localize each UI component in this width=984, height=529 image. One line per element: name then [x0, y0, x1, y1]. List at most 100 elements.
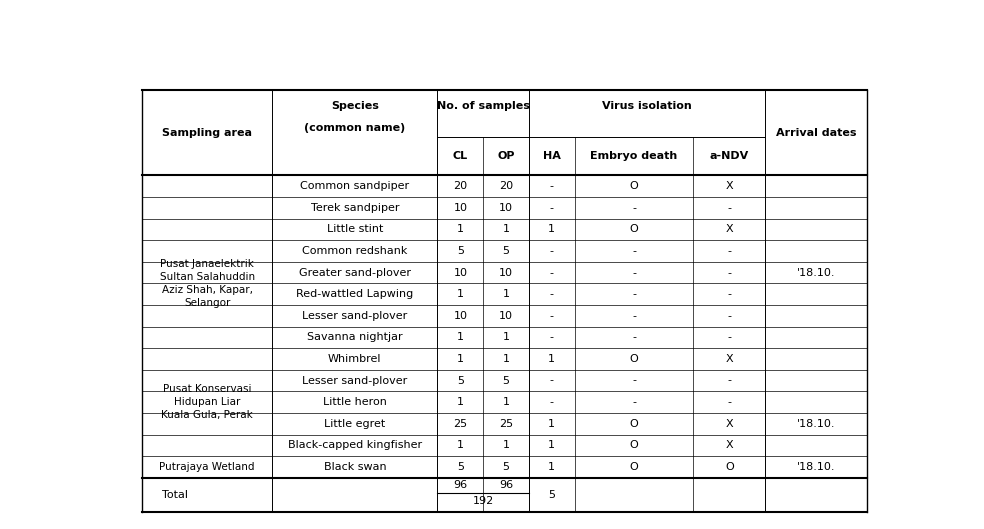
Text: -: - [550, 203, 554, 213]
Text: Red-wattled Lapwing: Red-wattled Lapwing [296, 289, 413, 299]
Text: -: - [632, 397, 636, 407]
Text: 1: 1 [457, 332, 463, 342]
Text: 5: 5 [457, 462, 463, 472]
Text: X: X [725, 354, 733, 364]
Text: O: O [630, 419, 639, 429]
Text: No. of samples: No. of samples [437, 102, 529, 111]
Text: 5: 5 [457, 246, 463, 256]
Text: Greater sand-plover: Greater sand-plover [299, 268, 411, 278]
Text: 1: 1 [548, 354, 555, 364]
Text: (common name): (common name) [304, 123, 405, 133]
Text: 1: 1 [503, 332, 510, 342]
Text: O: O [725, 462, 734, 472]
Text: Putrajaya Wetland: Putrajaya Wetland [159, 462, 255, 472]
Text: Whimbrel: Whimbrel [328, 354, 382, 364]
Text: Common sandpiper: Common sandpiper [300, 181, 409, 191]
Text: -: - [727, 397, 731, 407]
Text: -: - [550, 332, 554, 342]
Text: 20: 20 [454, 181, 467, 191]
Text: 10: 10 [499, 311, 513, 321]
Text: Pusat Janaelektrik
Sultan Salahuddin
Aziz Shah, Kapar,
Selangor: Pusat Janaelektrik Sultan Salahuddin Azi… [159, 259, 255, 308]
Text: 96: 96 [454, 480, 467, 490]
Text: 192: 192 [472, 496, 494, 506]
Text: 5: 5 [548, 490, 555, 500]
Text: -: - [550, 397, 554, 407]
Text: 1: 1 [457, 397, 463, 407]
Text: Little stint: Little stint [327, 224, 383, 234]
Text: CL: CL [453, 151, 468, 161]
Text: 5: 5 [503, 462, 510, 472]
Text: 1: 1 [457, 224, 463, 234]
Text: Lesser sand-plover: Lesser sand-plover [302, 311, 407, 321]
Text: -: - [550, 181, 554, 191]
Text: -: - [727, 268, 731, 278]
Text: 1: 1 [548, 224, 555, 234]
Text: a-NDV: a-NDV [709, 151, 749, 161]
Text: -: - [550, 311, 554, 321]
Text: X: X [725, 181, 733, 191]
Text: X: X [725, 440, 733, 450]
Text: Black-capped kingfisher: Black-capped kingfisher [287, 440, 422, 450]
Text: Little egret: Little egret [324, 419, 386, 429]
Text: -: - [727, 203, 731, 213]
Text: Sampling area: Sampling area [162, 127, 252, 138]
Text: -: - [550, 289, 554, 299]
Text: 1: 1 [457, 440, 463, 450]
Text: X: X [725, 419, 733, 429]
Text: 1: 1 [503, 224, 510, 234]
Text: 1: 1 [548, 419, 555, 429]
Text: '18.10.: '18.10. [797, 268, 835, 278]
Text: 10: 10 [499, 268, 513, 278]
Text: -: - [632, 268, 636, 278]
Text: -: - [727, 246, 731, 256]
Text: O: O [630, 462, 639, 472]
Text: 5: 5 [457, 376, 463, 386]
Text: 1: 1 [548, 440, 555, 450]
Text: 25: 25 [454, 419, 467, 429]
Text: Lesser sand-plover: Lesser sand-plover [302, 376, 407, 386]
Text: 20: 20 [499, 181, 513, 191]
Text: Species: Species [331, 102, 379, 111]
Text: O: O [630, 224, 639, 234]
Text: Common redshank: Common redshank [302, 246, 407, 256]
Text: O: O [630, 181, 639, 191]
Text: 1: 1 [548, 462, 555, 472]
Text: -: - [632, 246, 636, 256]
Text: 1: 1 [503, 440, 510, 450]
Text: 25: 25 [499, 419, 513, 429]
Text: 10: 10 [499, 203, 513, 213]
Text: 1: 1 [503, 354, 510, 364]
Text: -: - [632, 289, 636, 299]
Text: -: - [550, 246, 554, 256]
Text: X: X [725, 224, 733, 234]
Text: Virus isolation: Virus isolation [602, 102, 692, 111]
Text: -: - [632, 203, 636, 213]
Text: 1: 1 [503, 397, 510, 407]
Text: 1: 1 [503, 289, 510, 299]
Text: -: - [727, 311, 731, 321]
Text: Total: Total [161, 490, 188, 500]
Text: -: - [727, 289, 731, 299]
Text: Arrival dates: Arrival dates [775, 127, 856, 138]
Text: HA: HA [543, 151, 561, 161]
Text: Black swan: Black swan [324, 462, 386, 472]
Text: O: O [630, 354, 639, 364]
Text: 10: 10 [454, 311, 467, 321]
Text: 10: 10 [454, 268, 467, 278]
Text: O: O [630, 440, 639, 450]
Text: Savanna nightjar: Savanna nightjar [307, 332, 402, 342]
Text: -: - [550, 376, 554, 386]
Text: 5: 5 [503, 376, 510, 386]
Text: -: - [632, 332, 636, 342]
Text: 1: 1 [457, 289, 463, 299]
Text: -: - [550, 268, 554, 278]
Text: OP: OP [497, 151, 515, 161]
Text: -: - [632, 311, 636, 321]
Text: 96: 96 [499, 480, 513, 490]
Text: -: - [727, 376, 731, 386]
Text: Little heron: Little heron [323, 397, 387, 407]
Text: 1: 1 [457, 354, 463, 364]
Text: Embryo death: Embryo death [590, 151, 678, 161]
Text: '18.10.: '18.10. [797, 462, 835, 472]
Text: Terek sandpiper: Terek sandpiper [311, 203, 400, 213]
